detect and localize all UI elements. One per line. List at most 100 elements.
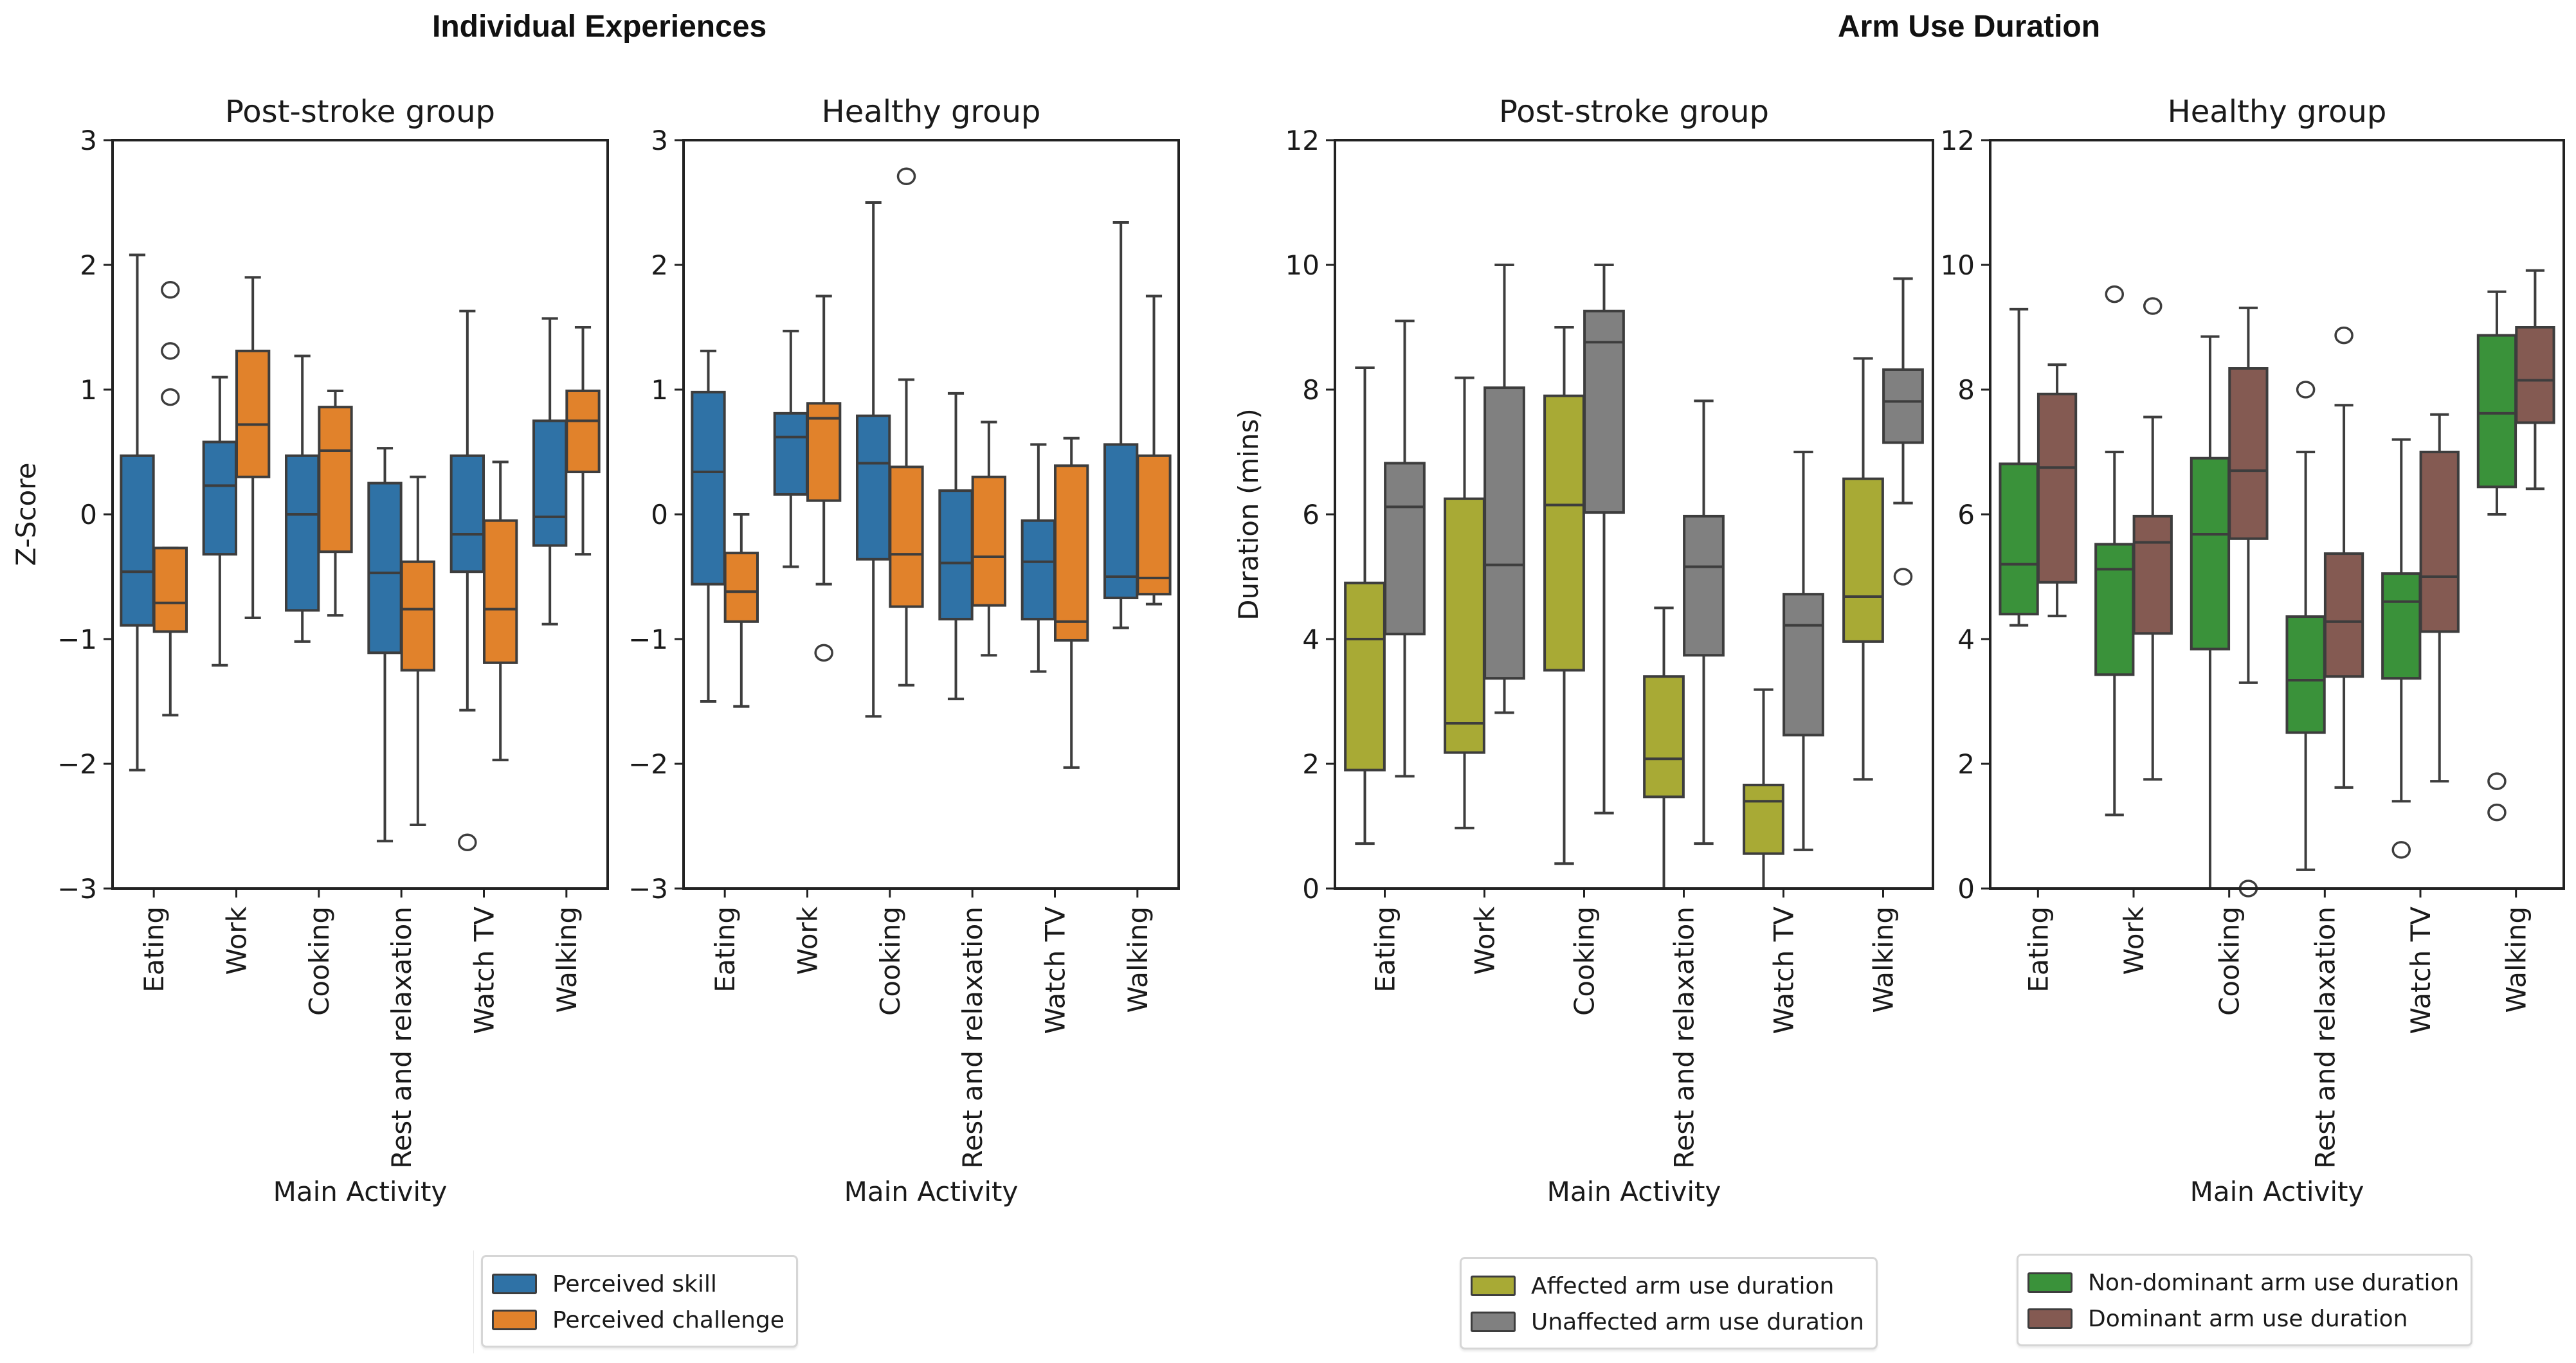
box bbox=[971, 475, 1006, 607]
legend-item: Affected arm use duration bbox=[1471, 1268, 1864, 1304]
outlier-point bbox=[161, 388, 180, 406]
box bbox=[723, 552, 759, 623]
y-tick-label: 0 bbox=[1302, 873, 1320, 905]
x-tick-label: Cooking bbox=[304, 907, 335, 1016]
box bbox=[400, 560, 435, 672]
y-tick-label: −1 bbox=[57, 624, 97, 655]
box bbox=[1882, 368, 1924, 444]
panel-title: Healthy group bbox=[822, 94, 1041, 130]
legend-item: Dominant arm use duration bbox=[2027, 1301, 2459, 1337]
x-tick-label: Cooking bbox=[875, 907, 906, 1016]
y-tick-label: 6 bbox=[1957, 499, 1975, 530]
box bbox=[483, 519, 518, 664]
box bbox=[1483, 386, 1525, 680]
outlier-point bbox=[2334, 326, 2354, 345]
box bbox=[2381, 572, 2422, 680]
x-tick-label: Watch TV bbox=[1040, 907, 1071, 1034]
legend-item: Perceived skill bbox=[492, 1266, 785, 1302]
x-axis-label: Main Activity bbox=[2190, 1176, 2364, 1207]
legend-item: Non-dominant arm use duration bbox=[2027, 1265, 2459, 1301]
x-tick-label: Work bbox=[792, 906, 824, 975]
box bbox=[2419, 451, 2460, 633]
box bbox=[565, 389, 601, 474]
box bbox=[1444, 497, 1485, 754]
y-tick-label: 1 bbox=[651, 374, 668, 406]
outlier-point bbox=[2296, 381, 2316, 399]
y-axis-label: Duration (mins) bbox=[1233, 408, 1264, 620]
box bbox=[367, 482, 403, 654]
box bbox=[1583, 309, 1625, 514]
y-tick-label: 12 bbox=[1285, 125, 1320, 156]
x-tick-label: Eating bbox=[1370, 907, 1401, 993]
outlier-point bbox=[458, 833, 477, 851]
box bbox=[2228, 367, 2269, 540]
y-tick-label: −1 bbox=[628, 624, 668, 655]
legend-label: Affected arm use duration bbox=[1531, 1272, 1835, 1299]
x-tick-label: Work bbox=[1469, 906, 1501, 975]
x-tick-label: Walking bbox=[551, 907, 583, 1013]
legend-label: Dominant arm use duration bbox=[2088, 1305, 2408, 1332]
y-tick-label: 0 bbox=[80, 499, 97, 530]
x-tick-label: Watch TV bbox=[2405, 907, 2436, 1034]
box bbox=[1643, 675, 1685, 799]
box bbox=[1782, 593, 1824, 737]
legend-swatch-perceived-challenge bbox=[492, 1310, 537, 1330]
x-axis-label: Main Activity bbox=[273, 1176, 448, 1207]
box bbox=[2476, 334, 2517, 489]
outlier-point bbox=[2143, 297, 2163, 315]
box bbox=[285, 454, 320, 612]
legend-separator bbox=[473, 1250, 474, 1353]
legend-item: Perceived challenge bbox=[492, 1302, 785, 1338]
box bbox=[691, 390, 726, 586]
x-tick-label: Cooking bbox=[2214, 907, 2245, 1016]
x-tick-label: Watch TV bbox=[469, 907, 500, 1034]
x-tick-label: Walking bbox=[2501, 907, 2532, 1013]
x-tick-label: Eating bbox=[709, 907, 741, 993]
panel-title: Post-stroke group bbox=[1499, 94, 1769, 130]
y-tick-label: 8 bbox=[1302, 374, 1320, 406]
box bbox=[449, 454, 485, 573]
box bbox=[938, 489, 974, 620]
box bbox=[1842, 477, 1884, 643]
y-tick-label: 4 bbox=[1302, 624, 1320, 655]
box bbox=[2094, 543, 2135, 676]
box bbox=[1344, 581, 1386, 772]
box bbox=[1103, 443, 1139, 599]
y-tick-label: 2 bbox=[1302, 748, 1320, 780]
box bbox=[1743, 783, 1784, 855]
y-tick-label: −2 bbox=[628, 748, 668, 780]
legend-individual-experiences: Perceived skill Perceived challenge bbox=[481, 1255, 798, 1348]
box bbox=[2285, 615, 2326, 734]
x-tick-label: Walking bbox=[1122, 907, 1154, 1013]
x-tick-label: Rest and relaxation bbox=[1669, 907, 1700, 1169]
y-tick-label: 4 bbox=[1957, 624, 1975, 655]
outlier-point bbox=[161, 281, 180, 299]
legend-swatch-unaffected bbox=[1471, 1312, 1516, 1332]
y-axis-label: Z-Score bbox=[10, 463, 42, 566]
x-tick-label: Eating bbox=[138, 907, 170, 993]
y-tick-label: 1 bbox=[80, 374, 97, 406]
y-tick-label: −3 bbox=[628, 873, 668, 905]
x-tick-label: Rest and relaxation bbox=[957, 907, 988, 1169]
box bbox=[889, 465, 924, 608]
y-tick-label: 2 bbox=[651, 249, 668, 281]
panel-title: Post-stroke group bbox=[225, 94, 495, 130]
box bbox=[1999, 462, 2039, 616]
y-tick-label: −2 bbox=[57, 748, 97, 780]
axes-frame bbox=[111, 139, 609, 890]
box bbox=[2323, 552, 2364, 678]
outlier-point bbox=[2391, 841, 2411, 859]
box bbox=[2132, 514, 2173, 635]
y-tick-label: 12 bbox=[1941, 125, 1975, 156]
box bbox=[152, 546, 188, 633]
axes-frame bbox=[1989, 139, 2565, 890]
x-tick-label: Eating bbox=[2022, 907, 2054, 993]
legend-label: Non-dominant arm use duration bbox=[2088, 1269, 2460, 1296]
panel-title: Healthy group bbox=[2168, 94, 2387, 130]
outlier-point bbox=[814, 644, 833, 662]
box bbox=[1543, 394, 1585, 672]
y-tick-label: 0 bbox=[651, 499, 668, 530]
box bbox=[318, 406, 353, 554]
y-tick-label: −3 bbox=[57, 873, 97, 905]
